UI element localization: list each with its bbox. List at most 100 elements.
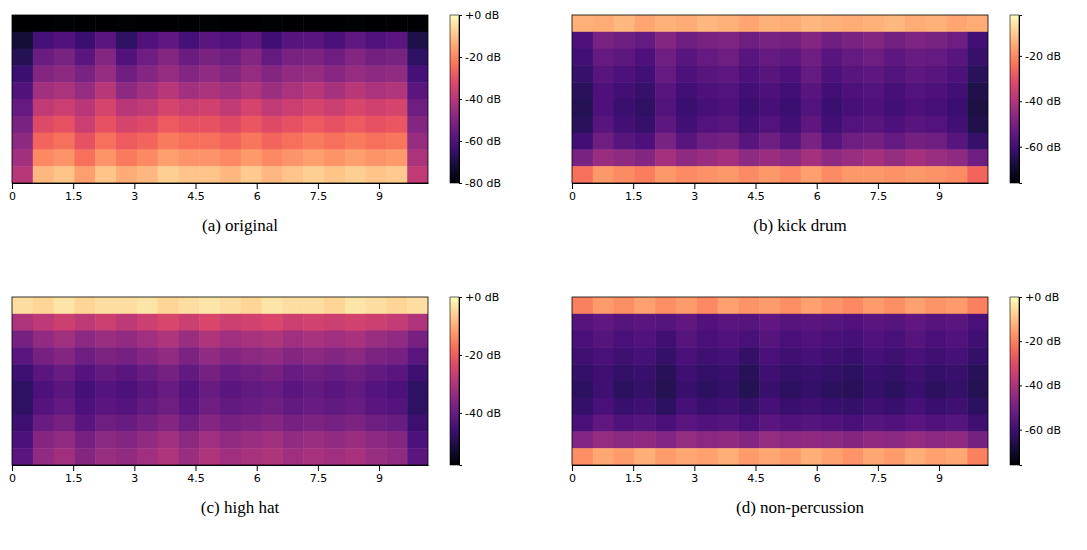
cell	[718, 149, 739, 166]
panel-caption: (d) non-percussion	[736, 498, 864, 517]
x-tick-mark	[633, 183, 634, 189]
cell	[12, 15, 33, 32]
cell	[386, 166, 407, 183]
cell	[366, 347, 387, 364]
cell	[178, 149, 199, 166]
cell	[116, 331, 137, 348]
cell	[345, 398, 366, 415]
cell	[863, 431, 884, 448]
cell	[33, 448, 54, 465]
cell	[822, 314, 843, 331]
cell	[801, 49, 822, 66]
colorbar-tick-label: -40 dB	[1025, 379, 1061, 392]
cell	[262, 381, 283, 398]
cell	[634, 314, 655, 331]
cell	[220, 314, 241, 331]
cell	[614, 381, 635, 398]
cell	[759, 82, 780, 99]
cell	[345, 297, 366, 314]
x-tick-label: 3	[131, 472, 138, 485]
cell	[345, 65, 366, 82]
cell	[946, 15, 967, 32]
cell	[116, 65, 137, 82]
cell	[366, 65, 387, 82]
cell	[759, 364, 780, 381]
colorbar-tick: -40 dB	[459, 93, 501, 106]
cell	[822, 133, 843, 150]
cell	[905, 99, 926, 116]
colorbar-tick-label: +0 dB	[465, 291, 499, 304]
cell	[386, 149, 407, 166]
cell	[926, 364, 947, 381]
cell	[842, 149, 863, 166]
colorbar-tick-label: -60 dB	[1025, 424, 1061, 437]
cell	[905, 314, 926, 331]
cell	[655, 32, 676, 49]
cell	[884, 15, 905, 32]
cell	[199, 116, 220, 133]
cell	[780, 314, 801, 331]
colorbar-tick-mark	[1019, 56, 1022, 57]
x-tick-mark	[134, 183, 135, 189]
cell	[407, 381, 428, 398]
cell	[282, 32, 303, 49]
cell	[158, 347, 179, 364]
cell	[33, 82, 54, 99]
colorbar-tick-label: -40 dB	[465, 93, 501, 106]
cell	[593, 116, 614, 133]
cell	[801, 364, 822, 381]
cell	[759, 166, 780, 183]
cell	[926, 133, 947, 150]
cell	[116, 116, 137, 133]
colorbar-tick-label: -20 dB	[1025, 50, 1061, 63]
x-tick: 0	[569, 183, 576, 203]
cell	[282, 133, 303, 150]
x-tick: 7.5	[310, 465, 328, 485]
cell	[780, 133, 801, 150]
cell	[220, 347, 241, 364]
cell	[241, 297, 262, 314]
cell	[366, 166, 387, 183]
cell	[572, 431, 593, 448]
x-tick: 9	[376, 183, 383, 203]
cell	[74, 347, 95, 364]
cell	[822, 32, 843, 49]
cell	[822, 65, 843, 82]
cell	[74, 82, 95, 99]
cell	[884, 448, 905, 465]
cell	[282, 415, 303, 432]
cell	[842, 65, 863, 82]
cell	[220, 82, 241, 99]
cell	[33, 49, 54, 66]
cell	[178, 314, 199, 331]
cell	[33, 15, 54, 32]
cell	[12, 297, 33, 314]
cell	[593, 149, 614, 166]
cell	[697, 364, 718, 381]
cell	[116, 166, 137, 183]
cell	[407, 99, 428, 116]
cell	[324, 431, 345, 448]
cell	[199, 314, 220, 331]
cell	[12, 415, 33, 432]
cell	[926, 15, 947, 32]
x-axis-line	[573, 183, 989, 184]
cell	[178, 381, 199, 398]
cell	[137, 364, 158, 381]
x-tick-mark	[73, 183, 74, 189]
cell	[822, 166, 843, 183]
cell	[801, 82, 822, 99]
cell	[282, 116, 303, 133]
cell	[634, 381, 655, 398]
cell	[676, 149, 697, 166]
cell	[95, 99, 116, 116]
cell	[926, 65, 947, 82]
cell	[95, 15, 116, 32]
panel-caption: (a) original	[202, 216, 278, 235]
figure: 01.534.567.59+0 dB-20 dB-40 dB-60 dB-80 …	[0, 0, 1087, 550]
x-tick-label: 0	[569, 472, 576, 485]
cell	[74, 32, 95, 49]
x-tick-label: 0	[569, 190, 576, 203]
x-tick-mark	[694, 183, 695, 189]
cell	[676, 364, 697, 381]
